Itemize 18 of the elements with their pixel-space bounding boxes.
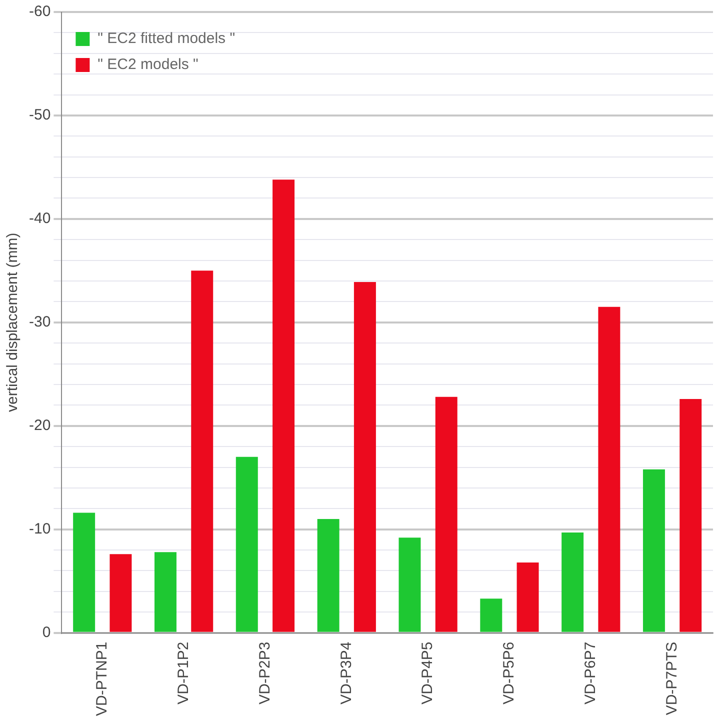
x-tick-label: VD-P2P3 bbox=[256, 642, 274, 704]
x-tick-label: VD-P1P2 bbox=[174, 642, 192, 704]
x-tick-label: VD-P3P4 bbox=[338, 642, 355, 704]
y-tick-label: -20 bbox=[28, 417, 51, 434]
legend-label: " EC2 models " bbox=[98, 56, 198, 74]
legend-label: " EC2 fitted models " bbox=[98, 30, 236, 48]
y-tick-label: -10 bbox=[28, 520, 51, 538]
y-tick-label: -40 bbox=[28, 210, 51, 228]
y-tick-label: -60 bbox=[28, 3, 51, 20]
x-tick-label: VD-PTNP1 bbox=[94, 642, 111, 716]
x-tick-label: VD-P5P6 bbox=[500, 642, 518, 704]
y-axis-title: vertical displacement (mm) bbox=[4, 232, 22, 412]
x-tick-label: VD-P4P5 bbox=[419, 642, 436, 704]
x-tick-label: VD-P7PTS bbox=[663, 642, 680, 716]
y-tick-label: -50 bbox=[28, 106, 51, 124]
y-tick-label: 0 bbox=[42, 624, 51, 641]
x-tick-label: VD-P6P7 bbox=[582, 642, 600, 704]
y-tick-label: -30 bbox=[28, 314, 51, 331]
